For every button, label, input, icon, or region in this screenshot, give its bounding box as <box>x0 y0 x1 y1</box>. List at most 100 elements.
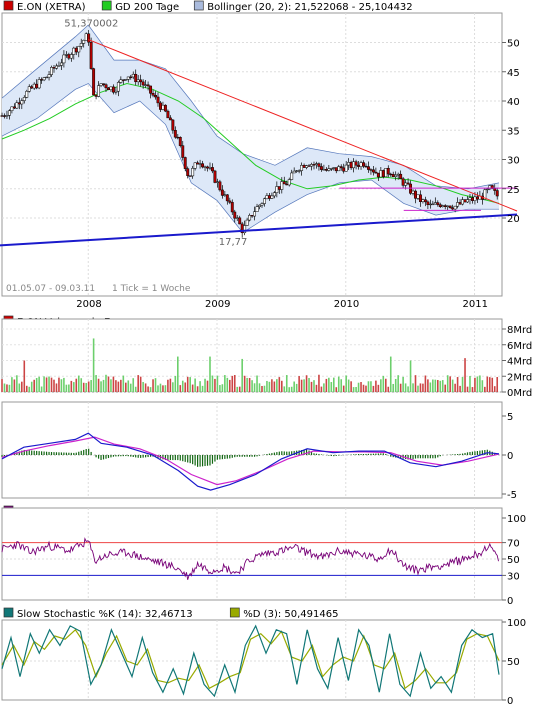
price-candle <box>441 205 445 207</box>
price-candle <box>55 65 58 69</box>
legend-label: Slow Stochastic %K (14): 32,46713 <box>17 609 193 620</box>
price-candle <box>37 79 41 89</box>
y-tick-label-stoch: 100 <box>507 618 526 629</box>
price-candle <box>69 54 73 59</box>
price-candle <box>295 170 299 172</box>
price-candle <box>163 104 167 112</box>
price-candle <box>312 164 316 166</box>
price-candle <box>285 183 289 186</box>
y-tick-label-macd: 0 <box>507 451 513 462</box>
y-tick-label-price: 45 <box>507 68 520 79</box>
price-candle <box>267 195 271 199</box>
price-candle <box>173 130 177 138</box>
price-candle <box>27 86 31 92</box>
price-candle <box>371 169 375 173</box>
price-candle <box>213 170 217 183</box>
legend-label: GD 200 Tage <box>115 2 179 13</box>
price-candle <box>379 170 383 178</box>
price-candle <box>52 67 56 69</box>
price-candle <box>211 167 214 172</box>
price-annotation: 51,370002 <box>64 18 118 29</box>
price-candle <box>349 162 353 169</box>
price-candle <box>32 83 36 89</box>
price-candle <box>485 188 489 191</box>
price-candle <box>3 115 6 117</box>
price-candle <box>332 167 336 169</box>
price-candle <box>74 47 78 53</box>
price-candle <box>352 161 356 169</box>
y-tick-label-price: 40 <box>507 97 520 108</box>
gd200-line <box>1 82 500 204</box>
price-candle <box>87 33 91 43</box>
bollinger-band-area <box>2 25 499 233</box>
price-candle <box>456 202 460 207</box>
price-candle <box>305 165 309 168</box>
y-tick-label-macd: 5 <box>507 412 513 423</box>
price-candle <box>215 181 219 183</box>
price-candle <box>265 195 269 200</box>
price-candle <box>45 76 49 79</box>
price-candle <box>40 79 44 81</box>
legend-label: E.ON (XETRA) <box>17 2 86 13</box>
price-candle <box>225 194 229 202</box>
price-candle <box>287 179 291 186</box>
y-tick-label-volume: 6Mrd <box>507 341 532 352</box>
price-candle <box>186 168 190 176</box>
price-candle <box>59 62 63 66</box>
price-candle <box>136 79 140 83</box>
price-candle <box>423 199 427 203</box>
price-candle <box>176 136 180 139</box>
price-candle <box>0 115 4 117</box>
price-candle <box>94 94 98 97</box>
price-candle <box>183 157 187 169</box>
price-candle <box>218 181 222 191</box>
price-candle <box>317 163 321 167</box>
price-candle <box>181 145 185 158</box>
price-candle <box>111 86 115 93</box>
price-candle <box>359 162 363 167</box>
price-candle <box>168 117 172 121</box>
exp-line <box>1 436 500 486</box>
y-tick-label-rsi: 70 <box>507 539 520 550</box>
price-candle <box>270 195 274 199</box>
price-candle <box>339 166 343 169</box>
price-candle <box>248 215 252 221</box>
price-candle <box>421 199 425 202</box>
y-tick-label-stoch: 0 <box>507 696 513 707</box>
price-candle <box>280 181 284 190</box>
price-candle <box>277 186 281 190</box>
legend-swatch <box>101 0 112 11</box>
price-candle <box>129 76 133 78</box>
x-axis-label: 2010 <box>334 299 359 310</box>
price-candle <box>428 203 432 206</box>
price-candle <box>438 204 442 207</box>
price-candle <box>245 219 249 226</box>
price-candle <box>161 104 165 110</box>
price-candle <box>171 119 175 131</box>
price-candle <box>468 197 472 200</box>
date-range-label: 01.05.07 - 09.03.11 <box>6 284 95 294</box>
price-candle <box>275 186 279 193</box>
price-candle <box>369 169 373 171</box>
price-candle <box>146 84 150 87</box>
price-candle <box>203 166 207 168</box>
price-candle <box>208 167 212 169</box>
price-candle <box>89 41 93 69</box>
price-candle <box>10 106 14 111</box>
price-candle <box>62 54 66 64</box>
price-candle <box>389 173 393 176</box>
price-candle <box>104 84 108 89</box>
price-candle <box>426 201 430 205</box>
x-axis-label: 2008 <box>76 299 101 310</box>
legend-swatch <box>229 607 240 618</box>
macd-panel-frame <box>1 401 503 499</box>
price-candle <box>394 174 398 177</box>
price-candle <box>381 170 385 178</box>
price-candle <box>166 110 170 119</box>
price-candle <box>307 165 311 167</box>
price-candle <box>443 205 447 208</box>
stochastic-k-line <box>1 624 500 698</box>
price-candle <box>376 172 380 178</box>
price-candle <box>159 102 162 110</box>
